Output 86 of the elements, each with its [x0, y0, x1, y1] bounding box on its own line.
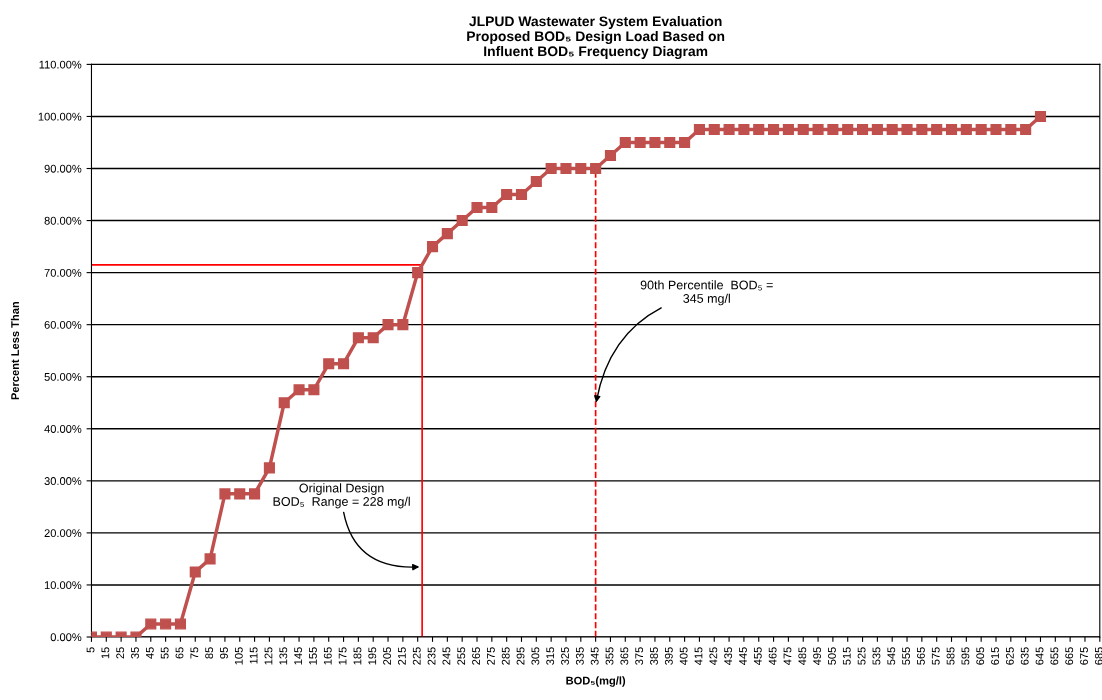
x-tick-label: 345 [590, 647, 599, 665]
x-tick-label: 255 [457, 647, 466, 665]
x-tick-label: 425 [709, 647, 718, 665]
y-tick-label: 50.00% [44, 372, 82, 381]
x-tick-label: 295 [516, 647, 525, 665]
x-tick-label: 135 [279, 647, 288, 665]
x-tick-label: 635 [1020, 647, 1029, 665]
x-tick-label: 315 [546, 647, 555, 665]
annotation: 90th Percentile BOD₅ = 345 mg/l [640, 280, 773, 306]
x-tick-label: 335 [575, 647, 584, 665]
x-tick-label: 465 [768, 647, 777, 665]
x-tick-label: 155 [309, 647, 317, 665]
x-tick-label: 435 [724, 647, 733, 665]
x-tick-label: 35 [131, 647, 139, 659]
y-tick-label: 20.00% [44, 529, 82, 538]
x-tick-label: 5 [86, 647, 95, 653]
x-tick-label: 245 [442, 647, 451, 665]
x-tick-label: 515 [842, 647, 851, 665]
x-tick-label: 275 [486, 647, 495, 665]
x-tick-label: 565 [916, 647, 925, 665]
x-tick-label: 545 [887, 647, 896, 665]
x-tick-label: 685 [1094, 647, 1102, 665]
y-tick-label: 30.00% [44, 477, 82, 485]
x-tick-label: 675 [1080, 647, 1088, 665]
x-tick-label: 475 [783, 647, 792, 665]
y-tick-label: 80.00% [44, 216, 82, 225]
x-tick-label: 105 [234, 647, 243, 665]
x-tick-label: 615 [991, 647, 999, 665]
y-tick-label: 0.00% [50, 633, 82, 642]
x-tick-label: 665 [1065, 647, 1074, 665]
x-tick-label: 175 [338, 647, 347, 665]
y-tick-label: 40.00% [44, 425, 82, 433]
x-tick-label: 395 [664, 647, 673, 665]
x-tick-label: 65 [175, 647, 184, 659]
x-tick-label: 355 [605, 647, 614, 665]
x-tick-label: 525 [857, 647, 866, 665]
x-tick-label: 185 [353, 647, 362, 665]
x-tick-label: 555 [902, 647, 911, 665]
x-tick-label: 235 [427, 647, 436, 665]
y-tick-label: 60.00% [44, 320, 82, 329]
x-tick-label: 445 [739, 647, 747, 665]
x-tick-label: 455 [753, 647, 762, 665]
y-tick-label: 90.00% [44, 164, 82, 173]
x-tick-label: 645 [1035, 647, 1044, 665]
x-tick-label: 115 [249, 647, 258, 664]
x-tick-label: 15 [101, 647, 110, 659]
x-tick-label: 595 [961, 647, 970, 665]
x-tick-label: 325 [561, 647, 569, 665]
x-tick-label: 625 [1005, 647, 1014, 665]
x-tick-label: 215 [397, 647, 406, 665]
x-tick-label: 385 [650, 647, 658, 665]
y-axis-title: Percent Less Than [10, 301, 20, 400]
x-tick-label: 495 [813, 647, 822, 665]
x-tick-label: 485 [798, 647, 807, 665]
x-tick-label: 285 [501, 647, 510, 665]
x-tick-label: 415 [694, 647, 703, 665]
x-tick-label: 145 [294, 647, 303, 665]
x-tick-label: 575 [931, 647, 940, 665]
x-tick-label: 95 [220, 647, 228, 659]
x-tick-label: 305 [531, 647, 540, 665]
x-tick-label: 205 [383, 647, 392, 665]
x-tick-label: 25 [116, 647, 125, 659]
chart-title: JLPUD Wastewater System Evaluation Proposed BOD₅ Design Load Based on Influent BOD₅ Frequency Diagram [467, 16, 725, 60]
x-tick-label: 655 [1050, 647, 1059, 665]
x-tick-label: 125 [264, 647, 273, 665]
x-tick-label: 375 [635, 647, 644, 665]
x-tick-label: 195 [368, 647, 377, 665]
x-tick-label: 55 [160, 647, 169, 659]
y-tick-label: 100.00% [38, 112, 82, 121]
x-tick-label: 165 [323, 647, 332, 665]
x-axis-title: BOD₅(mg/l) [566, 676, 626, 687]
x-tick-label: 45 [146, 647, 154, 659]
x-tick-label: 75 [190, 647, 199, 659]
x-tick-label: 405 [679, 647, 688, 665]
y-tick-label: 70.00% [44, 268, 82, 277]
x-tick-label: 605 [976, 647, 985, 665]
x-tick-label: 265 [472, 647, 480, 665]
x-tick-label: 225 [412, 647, 421, 665]
x-tick-label: 85 [205, 647, 214, 659]
y-tick-label: 10.00% [44, 581, 82, 590]
annotation: Original Design BOD₅ Range = 228 mg/l [273, 483, 410, 509]
y-tick-label: 110.00% [39, 60, 82, 69]
x-tick-label: 505 [828, 647, 836, 665]
x-tick-label: 585 [946, 647, 955, 665]
x-tick-label: 535 [872, 647, 881, 665]
x-tick-label: 365 [620, 647, 629, 665]
